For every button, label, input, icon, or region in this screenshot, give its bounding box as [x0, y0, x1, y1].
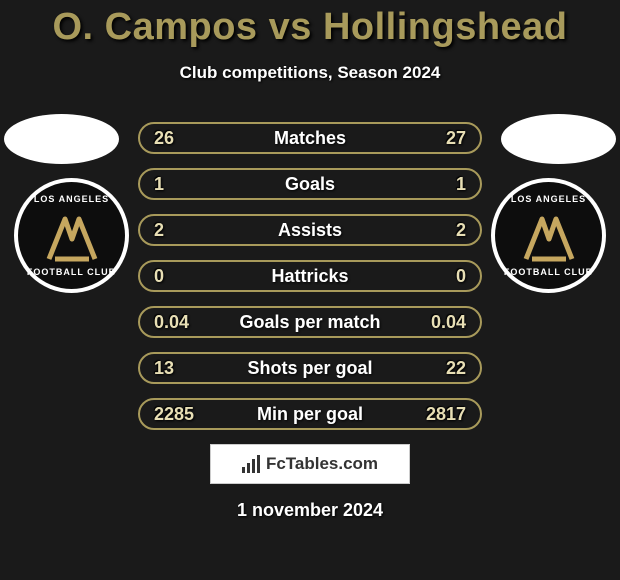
stat-value-right: 2 — [410, 220, 466, 241]
stat-value-right: 2817 — [410, 404, 466, 425]
source-brand: FcTables.com — [266, 454, 378, 474]
club-badge-right: LOS ANGELES FOOTBALL CLUB — [491, 178, 606, 293]
club-badge-ring: LOS ANGELES FOOTBALL CLUB — [18, 182, 125, 289]
club-name-bot: FOOTBALL CLUB — [495, 267, 602, 277]
page-subtitle: Club competitions, Season 2024 — [0, 63, 620, 83]
stat-label: Min per goal — [210, 404, 410, 425]
stat-value-left: 13 — [154, 358, 210, 379]
club-name-top: LOS ANGELES — [18, 194, 125, 204]
stat-row: 13Shots per goal22 — [138, 352, 482, 384]
stat-value-right: 22 — [410, 358, 466, 379]
club-badge-left: LOS ANGELES FOOTBALL CLUB — [14, 178, 129, 293]
stat-label: Shots per goal — [210, 358, 410, 379]
club-logo-icon — [522, 209, 576, 263]
stat-value-left: 2285 — [154, 404, 210, 425]
stat-row: 1Goals1 — [138, 168, 482, 200]
stat-value-right: 0.04 — [410, 312, 466, 333]
stat-value-right: 1 — [410, 174, 466, 195]
stat-value-left: 26 — [154, 128, 210, 149]
stat-label: Assists — [210, 220, 410, 241]
stat-row: 0Hattricks0 — [138, 260, 482, 292]
source-badge: FcTables.com — [210, 444, 410, 484]
club-name-top: LOS ANGELES — [495, 194, 602, 204]
club-name-bot: FOOTBALL CLUB — [18, 267, 125, 277]
stat-value-left: 0.04 — [154, 312, 210, 333]
page-title: O. Campos vs Hollingshead — [0, 6, 620, 49]
stat-value-left: 2 — [154, 220, 210, 241]
stat-row: 0.04Goals per match0.04 — [138, 306, 482, 338]
stat-value-right: 0 — [410, 266, 466, 287]
stat-label: Hattricks — [210, 266, 410, 287]
stat-value-left: 1 — [154, 174, 210, 195]
stat-value-left: 0 — [154, 266, 210, 287]
stat-row: 2Assists2 — [138, 214, 482, 246]
player-avatar-right — [501, 114, 616, 164]
player-avatar-left — [4, 114, 119, 164]
stats-table: 26Matches27 1Goals1 2Assists2 0Hattricks0 0.… — [138, 122, 482, 430]
date-label: 1 november 2024 — [0, 500, 620, 521]
stat-label: Goals per match — [210, 312, 410, 333]
bars-icon — [242, 455, 260, 473]
club-badge-ring: LOS ANGELES FOOTBALL CLUB — [495, 182, 602, 289]
stat-row: 2285Min per goal2817 — [138, 398, 482, 430]
stat-label: Matches — [210, 128, 410, 149]
stat-value-right: 27 — [410, 128, 466, 149]
stat-row: 26Matches27 — [138, 122, 482, 154]
header: O. Campos vs Hollingshead Club competiti… — [0, 0, 620, 83]
club-logo-icon — [45, 209, 99, 263]
stat-label: Goals — [210, 174, 410, 195]
